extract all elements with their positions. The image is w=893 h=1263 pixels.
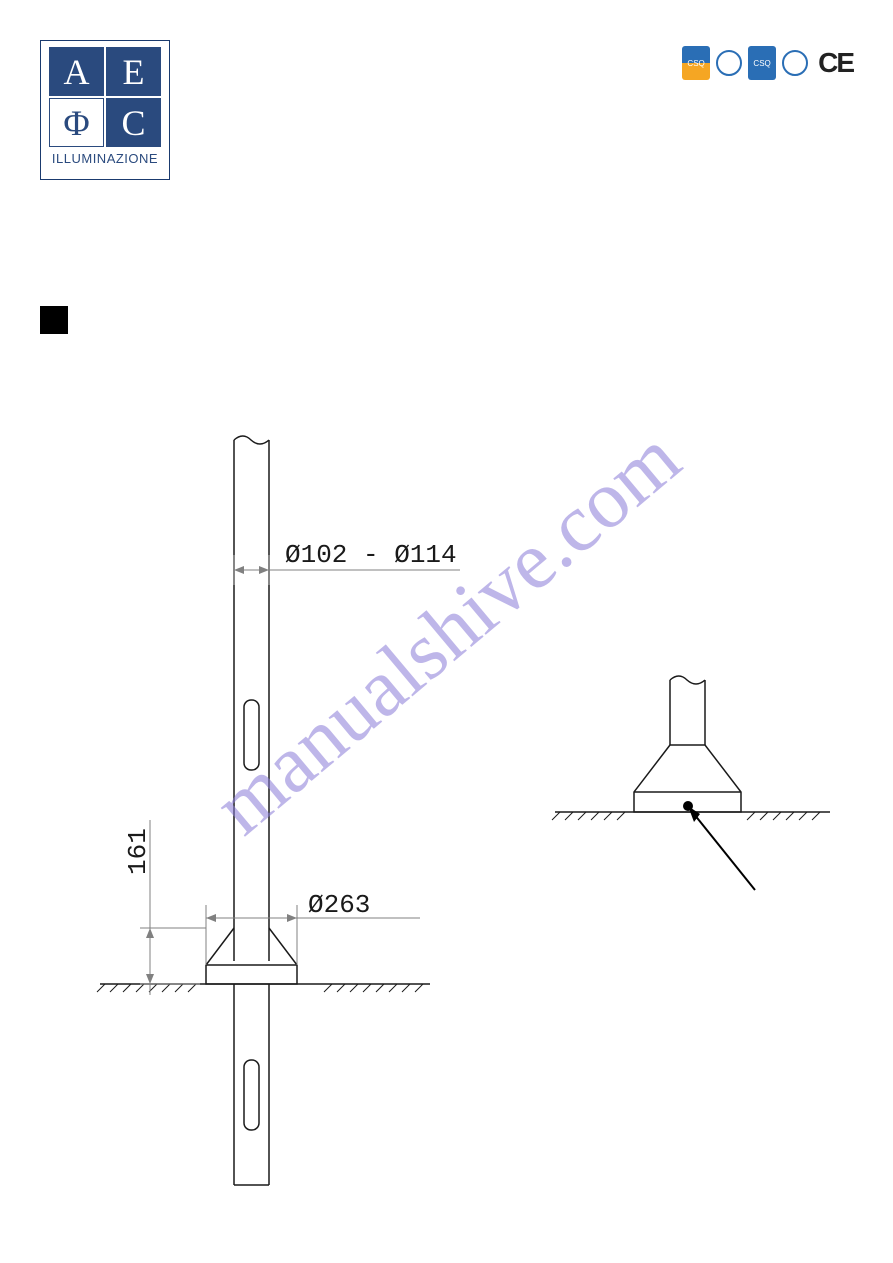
dim-base-diameter: Ø263 <box>308 890 370 920</box>
technical-diagram: Ø102 - Ø114 Ø263 161 <box>0 0 893 1263</box>
dim-base-height: 161 <box>123 828 153 875</box>
dim-upper-diameter: Ø102 - Ø114 <box>285 540 457 570</box>
pole-elevation: Ø102 - Ø114 Ø263 161 <box>97 436 460 1185</box>
base-detail <box>552 676 830 890</box>
